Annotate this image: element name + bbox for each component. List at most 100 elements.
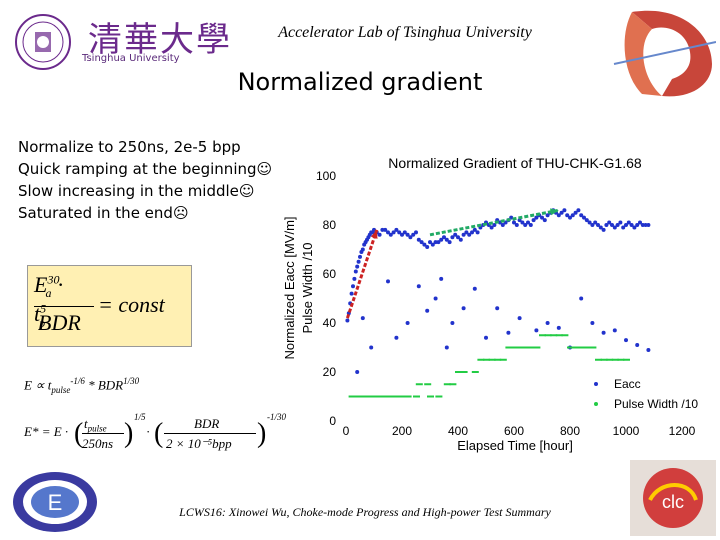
eacc-point — [425, 308, 430, 313]
eacc-point — [355, 264, 360, 269]
pulse-width-point — [595, 358, 602, 361]
pulse-width-point — [477, 358, 485, 361]
eacc-point — [439, 237, 444, 242]
pulse-width-point — [424, 383, 432, 386]
pulse-width-point — [522, 346, 530, 349]
pulse-width-point — [443, 383, 451, 386]
eacc-point — [643, 223, 648, 227]
eacc-point — [419, 240, 424, 245]
formula-numerator: E30a · t5p — [34, 272, 65, 330]
eacc-point — [458, 237, 463, 242]
eacc-point — [610, 223, 614, 227]
slide-title: Normalized gradient — [237, 68, 483, 96]
eacc-point — [517, 316, 522, 321]
eacc-point — [439, 276, 444, 281]
eacc-point — [444, 237, 449, 242]
eacc-point — [534, 328, 539, 333]
header-title: Accelerator Lab of Tsinghua University — [278, 24, 532, 41]
chart-title: Normalized Gradient of THU-CHK-G1.68 — [388, 155, 642, 171]
pulse-width-point — [354, 395, 362, 398]
y-tick-label: 80 — [323, 218, 337, 232]
eacc-point — [349, 291, 354, 296]
bullet-item: Slow increasing in the middle☺ — [18, 182, 255, 200]
eacc-point — [450, 321, 455, 325]
chart-ylabel: Normalized Eacc [MV/m] — [282, 216, 297, 359]
eacc-point — [345, 318, 350, 323]
eacc-point — [512, 220, 516, 225]
trend-arrowhead — [550, 208, 559, 216]
pulse-width-point — [455, 371, 462, 373]
pulse-width-point — [365, 395, 373, 398]
eacc-point — [556, 213, 561, 218]
eacc-point — [523, 223, 528, 227]
eacc-point — [467, 232, 472, 237]
pulse-width-point — [533, 346, 541, 349]
eacc-point — [447, 240, 452, 245]
eacc-point — [464, 230, 469, 235]
eacc-point — [545, 213, 550, 218]
eacc-point — [601, 227, 606, 232]
gradient-chart: Normalized Gradient of THU-CHK-G1.68 Nor… — [282, 155, 700, 453]
eacc-point — [545, 321, 550, 325]
pulse-width-point — [371, 395, 378, 398]
pulse-width-point — [623, 358, 630, 361]
eacc-point — [559, 210, 564, 215]
pulse-width-point — [413, 395, 420, 398]
bullet-item: Saturated in the end☹ — [18, 204, 189, 222]
bullet-item: Normalize to 250ns, 2e-5 bpp — [18, 138, 241, 156]
eacc-point — [638, 220, 642, 225]
eacc-point — [626, 220, 631, 225]
pulse-width-point — [555, 334, 563, 337]
eacc-point — [612, 225, 617, 230]
eacc-point — [576, 208, 581, 213]
pulse-width-point — [376, 395, 384, 398]
eacc-point — [556, 325, 561, 330]
eacc-point — [604, 223, 609, 227]
pulse-width-point — [404, 395, 412, 398]
eacc-point — [475, 230, 480, 235]
eacc-point — [394, 227, 399, 232]
pulse-width-point — [494, 358, 502, 361]
eacc-point — [607, 220, 612, 225]
eacc-point — [514, 223, 519, 227]
legend-label-eacc: Eacc — [614, 377, 641, 391]
eacc-point — [433, 296, 438, 301]
y-tick-label: 20 — [323, 365, 337, 379]
pulse-width-point — [471, 371, 479, 373]
pulse-width-point — [600, 358, 608, 361]
formula-proportional: E ∝ tpulse-1/6 * BDR1/30 — [24, 376, 140, 395]
pulse-width-point — [567, 346, 574, 349]
trend-arrow — [429, 208, 560, 237]
eacc-point — [624, 338, 628, 343]
eacc-point — [456, 235, 460, 240]
eacc-point — [436, 240, 441, 245]
eacc-point — [646, 223, 651, 227]
pulse-width-point — [348, 395, 356, 398]
eacc-point — [562, 208, 567, 213]
x-tick-label: 1000 — [613, 424, 640, 438]
eacc-point — [405, 321, 410, 325]
eacc-point — [601, 330, 606, 335]
pulse-width-point — [499, 358, 507, 361]
eacc-point — [629, 223, 634, 227]
eacc-point — [351, 284, 355, 289]
bullet-item: Quick ramping at the beginning☺ — [18, 160, 273, 178]
chart-xlabel: Elapsed Time [hour] — [457, 438, 573, 453]
pulse-width-point — [578, 346, 586, 349]
eacc-point — [540, 215, 544, 220]
pulse-width-point — [516, 346, 524, 349]
eacc-point — [506, 330, 511, 335]
pulse-width-point — [449, 383, 457, 386]
chart-ylabel2: Pulse Width /10 — [300, 242, 315, 333]
eacc-point — [430, 242, 435, 247]
pulse-width-point — [550, 334, 558, 337]
chart-legend: Eacc Pulse Width /10 — [578, 373, 700, 415]
pulse-width-point — [561, 334, 569, 337]
eacc-point — [618, 220, 623, 225]
eacc-point — [489, 225, 494, 230]
eacc-point — [377, 232, 382, 237]
eacc-point — [422, 242, 427, 247]
eacc-point — [584, 218, 589, 223]
eacc-point — [433, 240, 438, 245]
pulse-width-point — [583, 346, 591, 349]
